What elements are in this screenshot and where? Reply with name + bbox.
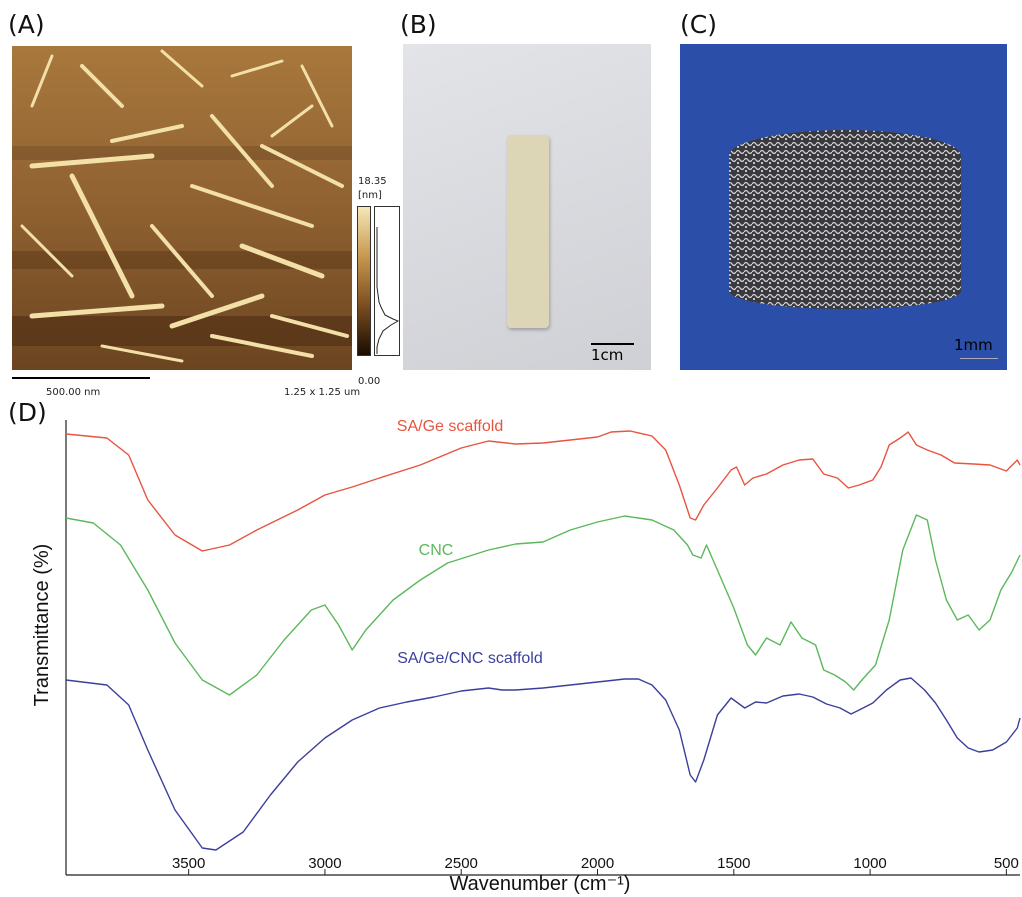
- colorbar: [357, 206, 371, 356]
- scaffold-photo: 1cm: [403, 44, 651, 370]
- label-sa-ge: SA/Ge scaffold: [397, 418, 503, 435]
- series-line-0: [65, 430, 1021, 552]
- x-tick-label-2000: 2000: [581, 855, 614, 872]
- panel-a-letter: (A): [8, 10, 45, 39]
- microct-scale-label: 1mm: [954, 336, 993, 354]
- colorbar-max: 18.35: [358, 176, 387, 187]
- panel-b-letter: (B): [400, 10, 437, 39]
- afm-size-label: 1.25 x 1.25 um: [284, 387, 361, 398]
- panel-c-letter: (C): [680, 10, 717, 39]
- height-histogram: [374, 206, 400, 356]
- x-tick-label-1500: 1500: [717, 855, 750, 872]
- panel-d-letter: (D): [8, 398, 47, 427]
- microct-scale-bar: [960, 358, 998, 359]
- x-tick-label-2500: 2500: [445, 855, 478, 872]
- x-tick-label-500: 500: [994, 855, 1019, 872]
- colorbar-unit: [nm]: [358, 190, 382, 201]
- afm-image: [12, 46, 352, 370]
- label-cnc: CNC: [419, 542, 454, 559]
- microct-image: 1mm: [680, 44, 1007, 370]
- afm-scale-bar: [12, 377, 150, 379]
- label-sa-ge-cnc: SA/Ge/CNC scaffold: [397, 650, 543, 667]
- colorbar-min: 0.00: [358, 376, 381, 387]
- y-axis-label: Transmittance (%): [31, 544, 53, 707]
- series-line-1: [65, 514, 1021, 696]
- scaffold-sample: [507, 135, 549, 328]
- series-line-2: [65, 677, 1021, 851]
- photo-scale-bar: [591, 343, 634, 345]
- nanocrystal-fibers: [20, 49, 349, 363]
- photo-scale-label: 1cm: [591, 346, 624, 364]
- x-axis-label: Wavenumber (cm⁻¹): [450, 873, 631, 895]
- x-tick-label-3500: 3500: [172, 855, 205, 872]
- x-tick-label-3000: 3000: [308, 855, 341, 872]
- x-tick-label-1000: 1000: [853, 855, 886, 872]
- afm-scale-label: 500.00 nm: [46, 387, 101, 398]
